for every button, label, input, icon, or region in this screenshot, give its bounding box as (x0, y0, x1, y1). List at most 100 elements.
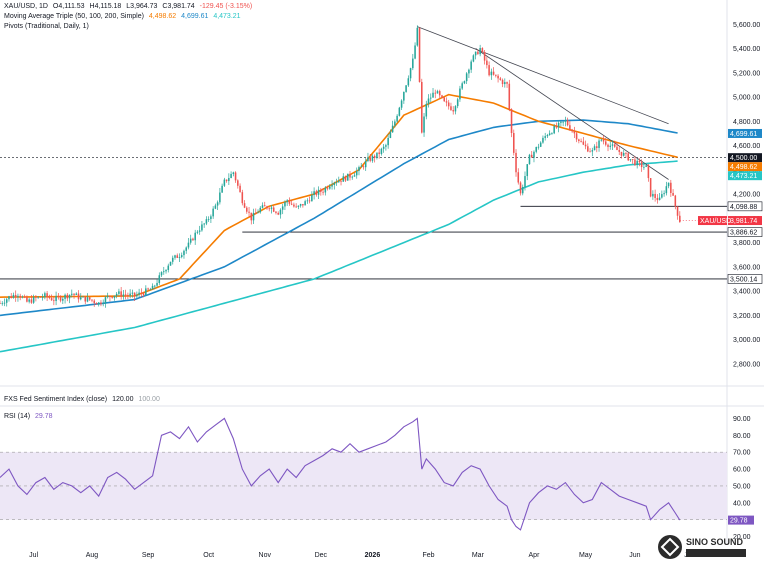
candle (441, 94, 443, 99)
candle-body (421, 81, 423, 133)
candle-body (55, 296, 57, 301)
candle (239, 183, 241, 193)
candle (30, 294, 33, 304)
candle (360, 162, 363, 168)
candle-body (566, 120, 569, 126)
candle (53, 296, 55, 306)
candle (497, 74, 499, 83)
candle-body (616, 146, 618, 151)
candle-body (452, 110, 454, 112)
candle (679, 211, 681, 223)
candle (160, 271, 163, 277)
candle (17, 293, 19, 302)
price-tick-label: 5,000.00 (733, 95, 760, 102)
candle (28, 297, 30, 304)
candle-body (676, 206, 679, 216)
candle-body (122, 294, 125, 297)
candle (380, 147, 383, 156)
candle (214, 203, 217, 210)
candle-body (499, 78, 502, 80)
candle-body (140, 292, 143, 294)
candle (506, 81, 508, 88)
candle (508, 79, 511, 112)
ma200-value: 4,473.21 (213, 13, 241, 20)
candle (133, 292, 136, 302)
candle (510, 108, 513, 138)
price-tick-label: 4,600.00 (733, 143, 760, 150)
candle (443, 96, 446, 102)
candle (670, 179, 672, 197)
candle-body (156, 283, 158, 286)
candle (517, 168, 520, 185)
candle (207, 216, 210, 222)
candle-body (604, 141, 607, 145)
candle (436, 89, 439, 94)
candle-body (587, 146, 589, 152)
candle (154, 284, 156, 290)
x-tick-label: Aug (86, 552, 99, 559)
candle-body (219, 192, 221, 203)
candle-body (562, 121, 564, 123)
ma100-value: 4,699.61 (181, 13, 209, 20)
candle-body (396, 115, 398, 122)
candle (68, 294, 71, 304)
candle (115, 292, 118, 299)
candle (421, 78, 423, 134)
candle-body (429, 97, 432, 99)
candle-body (461, 83, 463, 89)
candle-body (124, 294, 127, 296)
candle (649, 177, 652, 198)
price-tick-label: 4,800.00 (733, 119, 760, 126)
candle-body (391, 125, 394, 133)
candle-body (178, 256, 181, 258)
candle (564, 116, 567, 127)
candle (0, 300, 1, 305)
candle (463, 80, 466, 85)
candle-body (237, 180, 239, 186)
candle (414, 42, 416, 60)
candle-body (257, 212, 259, 214)
candle-body (53, 300, 55, 302)
candle (124, 289, 127, 300)
candle (122, 290, 125, 300)
candle-body (185, 247, 188, 251)
price-tag (727, 227, 763, 237)
candle-body (286, 200, 288, 203)
candle-body (573, 131, 576, 134)
candle (140, 288, 143, 298)
candle (407, 75, 410, 87)
candle (201, 221, 203, 232)
candle (44, 291, 46, 300)
candle-body (250, 212, 253, 221)
candle (136, 291, 138, 299)
candle-body (259, 207, 262, 213)
price-tag-label: 3,500.14 (730, 276, 757, 283)
candle-body (418, 27, 421, 82)
candle-body (320, 189, 322, 192)
candle (481, 47, 484, 53)
candle (528, 153, 531, 165)
candle (35, 295, 37, 302)
candle-body (371, 155, 374, 161)
candle-body (198, 230, 201, 232)
candle-body (436, 91, 439, 94)
candle (48, 294, 51, 300)
candle (434, 89, 437, 99)
candle (254, 208, 257, 214)
candle-body (412, 58, 414, 69)
candle (268, 207, 271, 212)
price-tag (728, 216, 762, 226)
candle (248, 207, 250, 217)
candle-body (39, 296, 42, 298)
x-tick-label: Jul (29, 552, 38, 559)
candle-body (679, 215, 681, 223)
price-tag (728, 128, 762, 138)
candle (3, 298, 6, 307)
candle-body (640, 162, 643, 168)
candle-body (504, 82, 506, 85)
price-tag-label: 3,886.62 (730, 230, 757, 237)
candle-body (656, 198, 659, 201)
candle (79, 293, 82, 301)
candle (587, 143, 589, 153)
candle-body (86, 297, 89, 302)
